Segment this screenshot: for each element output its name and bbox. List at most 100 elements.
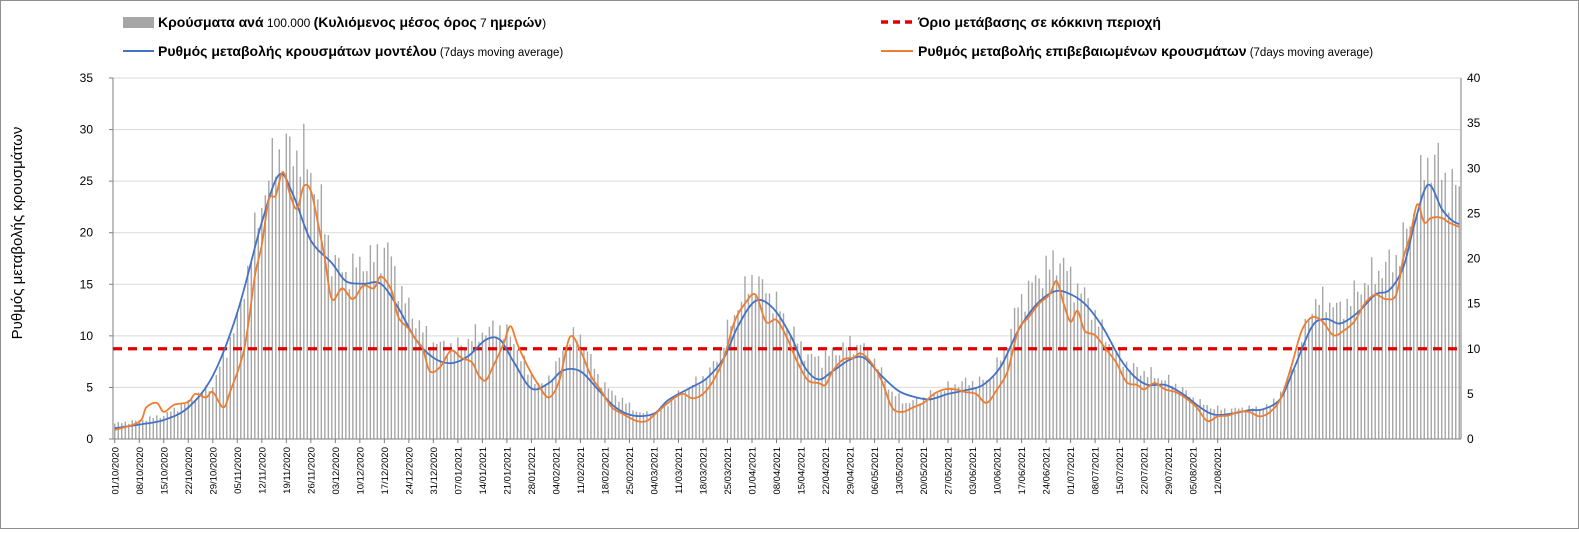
bar [866, 346, 869, 439]
x-tick-label: 25/02/2021 [625, 447, 636, 495]
bar [152, 417, 154, 439]
bar [705, 378, 708, 439]
bar [639, 412, 641, 439]
bar [1223, 408, 1226, 439]
bar [702, 376, 704, 439]
bar [1374, 284, 1376, 439]
bar [1402, 222, 1404, 439]
bar [243, 299, 245, 439]
bar [1297, 346, 1299, 439]
bar [341, 272, 344, 439]
bar [296, 150, 298, 439]
bar [912, 400, 914, 439]
bar [674, 399, 676, 439]
bar [1139, 375, 1142, 439]
bar [289, 136, 291, 439]
bar [635, 411, 638, 439]
bar [1286, 376, 1289, 439]
bar [369, 245, 372, 439]
bar [292, 166, 295, 439]
bar [583, 349, 585, 439]
bar [1244, 411, 1247, 439]
legend-bars-swatch [123, 17, 154, 28]
bar [1455, 185, 1457, 439]
bar [663, 404, 666, 439]
bar [803, 360, 806, 439]
x-tick-label: 12/08/2021 [1213, 447, 1224, 495]
y-tick-right-label: 20 [1467, 252, 1481, 266]
bar [1458, 186, 1460, 439]
x-tick-label: 17/12/2020 [380, 447, 391, 495]
bar [1185, 390, 1187, 439]
bar [1059, 263, 1061, 439]
x-tick-label: 22/07/2021 [1140, 447, 1151, 495]
bar [1234, 407, 1236, 439]
bar [383, 247, 386, 439]
bar [579, 334, 582, 439]
bar [131, 420, 133, 439]
bar [1364, 283, 1366, 439]
bar [992, 377, 995, 439]
bar [331, 276, 333, 439]
bar [1430, 182, 1432, 439]
bar [1066, 270, 1068, 439]
bar [576, 340, 578, 439]
bar [730, 325, 732, 439]
bar [593, 368, 596, 439]
bar [404, 303, 407, 439]
bar [523, 355, 526, 439]
bar [271, 138, 274, 439]
bar [128, 423, 130, 439]
bar [1101, 319, 1103, 439]
bar [978, 376, 981, 439]
bar [1437, 142, 1439, 439]
bar [397, 301, 400, 439]
bar [1146, 377, 1149, 439]
bar [1269, 406, 1271, 439]
bar [306, 169, 309, 439]
bar [1357, 291, 1359, 439]
y-tick-left-label: 15 [80, 277, 94, 291]
bar [310, 172, 312, 439]
x-tick-label: 10/12/2020 [355, 447, 366, 495]
bar [597, 374, 599, 439]
y-tick-right-label: 10 [1467, 342, 1481, 356]
bar [376, 244, 379, 439]
y-axis-title: Ρυθμός μεταβολής κρουσμάτων [9, 127, 26, 340]
bar [299, 176, 302, 439]
bar [1108, 344, 1110, 439]
bar [1237, 408, 1240, 439]
bar [1178, 391, 1180, 439]
bar [716, 361, 718, 439]
bar [800, 341, 802, 439]
bar [401, 286, 403, 439]
bar [1360, 294, 1362, 439]
bar [1318, 304, 1320, 439]
legend-bars-label: Κρούσματα ανά 100.000 (Κυλιόμενος μέσος … [158, 14, 546, 30]
bar [502, 339, 505, 439]
x-tick-label: 29/10/2020 [208, 447, 219, 495]
bar [642, 413, 645, 439]
y-tick-left-label: 30 [80, 123, 94, 137]
bar [1325, 312, 1327, 439]
bar [688, 387, 690, 439]
bar [1304, 318, 1306, 439]
bar [205, 385, 207, 439]
legend-confirmed-label: Ρυθμός μεταβολής επιβεβαιωμένων κρουσμάτ… [918, 43, 1373, 59]
y-tick-right-label: 30 [1467, 161, 1481, 175]
bar [614, 395, 617, 439]
bar [723, 347, 725, 439]
bar [807, 354, 809, 439]
x-tick-label: 05/08/2021 [1189, 447, 1200, 495]
bar [926, 399, 928, 439]
bar [558, 357, 561, 439]
x-tick-label: 19/11/2020 [282, 447, 293, 494]
bar [124, 421, 126, 439]
bar [1006, 347, 1009, 439]
bar [1416, 212, 1418, 439]
bar [467, 338, 470, 439]
bar [698, 384, 701, 439]
bar [985, 380, 988, 439]
bar [940, 390, 942, 439]
bar [859, 344, 862, 439]
